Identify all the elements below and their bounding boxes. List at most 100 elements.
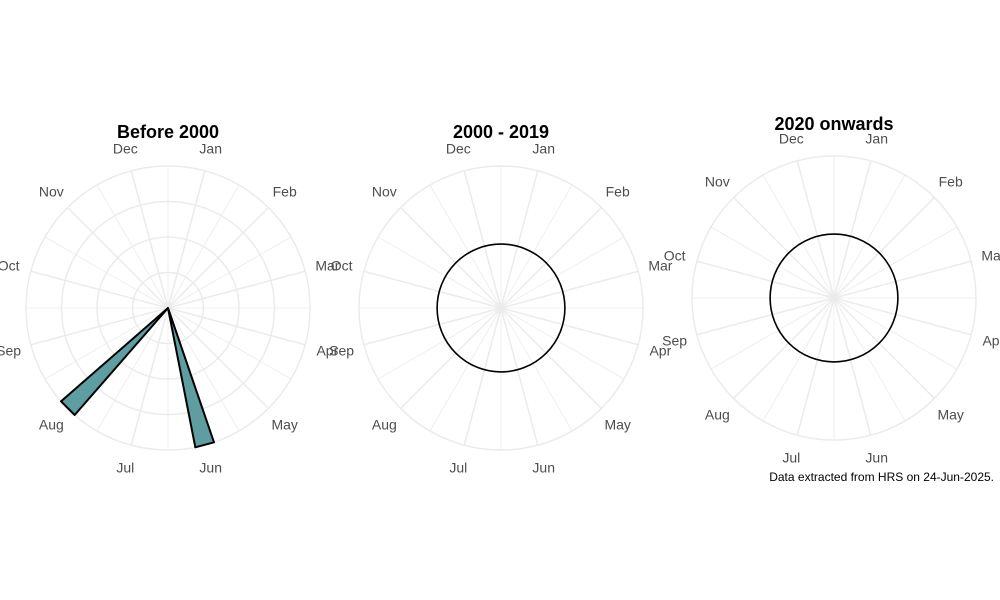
grid-spoke-minor (167, 184, 240, 309)
month-label-jul: Jul (449, 459, 467, 475)
grid-spoke-minor (377, 307, 502, 380)
month-label-nov: Nov (372, 183, 397, 199)
month-label-may: May (271, 417, 297, 433)
month-label-jul: Jul (116, 459, 134, 475)
grid-spoke-major (833, 297, 972, 336)
grid-spoke-minor (44, 236, 169, 309)
month-label-may: May (604, 417, 630, 433)
grid-spoke-major (463, 170, 502, 309)
bar-aug (59, 307, 169, 417)
caption: Data extracted from HRS on 24-Jun-2025. (769, 470, 994, 484)
grid-spoke-minor (377, 236, 502, 309)
month-label-may: May (937, 407, 963, 423)
grid-spoke-major (400, 307, 502, 409)
grid-spoke-major (833, 260, 972, 299)
month-label-aug: Aug (372, 417, 397, 433)
grid-spoke-minor (167, 307, 240, 432)
month-label-jul: Jul (782, 449, 800, 465)
month-label-dec: Dec (446, 141, 471, 157)
grid-spoke-major (363, 307, 502, 346)
month-label-mar: Mar (648, 257, 672, 273)
grid-spoke-minor (429, 184, 502, 309)
grid-spoke-minor (96, 184, 169, 309)
month-label-jan: Jan (532, 141, 555, 157)
month-label-dec: Dec (779, 131, 804, 147)
grid-spoke-major (500, 170, 539, 309)
month-label-aug: Aug (705, 407, 730, 423)
month-label-sep: Sep (0, 343, 21, 359)
grid-spoke-major (500, 270, 639, 309)
grid-spoke-minor (500, 236, 625, 309)
month-label-apr: Apr (649, 343, 671, 359)
grid-spoke-major (130, 170, 169, 309)
grid-spoke-minor (710, 297, 835, 370)
grid-spoke-major (167, 307, 269, 409)
grid-spoke-major (796, 297, 835, 436)
month-label-apr: Apr (316, 343, 338, 359)
grid-spoke-minor (167, 307, 292, 380)
month-label-sep: Sep (329, 343, 354, 359)
grid-spoke-major (833, 197, 935, 299)
grid-spoke-major (363, 270, 502, 309)
grid-spoke-major (733, 297, 835, 399)
grid-spoke-major (400, 207, 502, 309)
month-label-oct: Oct (0, 257, 20, 273)
grid-spoke-minor (500, 307, 573, 432)
month-label-feb: Feb (606, 183, 630, 199)
grid-spoke-minor (762, 174, 835, 299)
month-label-feb: Feb (273, 183, 297, 199)
month-label-jun: Jun (865, 449, 888, 465)
month-label-mar: Mar (981, 247, 1000, 263)
chart-title: 2000 - 2019 (453, 122, 549, 142)
grid-spoke-major (796, 160, 835, 299)
grid-spoke-major (167, 170, 206, 309)
month-label-oct: Oct (331, 257, 353, 273)
grid-spoke-minor (167, 236, 292, 309)
grid-spoke-major (30, 270, 169, 309)
grid-spoke-minor (96, 307, 169, 432)
month-label-feb: Feb (939, 173, 963, 189)
grid-spoke-major (696, 260, 835, 299)
month-label-jun: Jun (532, 459, 555, 475)
grid-spoke-minor (833, 226, 958, 299)
grid-spoke-major (67, 207, 169, 309)
grid-spoke-major (500, 307, 539, 446)
bar-jun (167, 307, 215, 449)
grid-spoke-major (696, 297, 835, 336)
month-label-apr: Apr (982, 333, 1000, 349)
grid-spoke-major (833, 297, 935, 399)
grid-spoke-major (500, 307, 602, 409)
grid-spoke-major (30, 307, 169, 346)
grid-spoke-minor (429, 307, 502, 432)
grid-spoke-minor (44, 307, 169, 380)
grid-spoke-major (833, 297, 872, 436)
grid-spoke-minor (500, 307, 625, 380)
grid-spoke-major (167, 307, 306, 346)
grid-spoke-minor (833, 297, 958, 370)
grid-spoke-major (500, 307, 639, 346)
grid-spoke-minor (500, 184, 573, 309)
chart-title: Before 2000 (117, 122, 219, 142)
month-label-sep: Sep (662, 333, 687, 349)
grid-spoke-minor (762, 297, 835, 422)
grid-spoke-major (463, 307, 502, 446)
month-label-jun: Jun (199, 459, 222, 475)
chart-title: 2020 onwards (774, 114, 893, 134)
grid-spoke-minor (710, 226, 835, 299)
month-label-dec: Dec (113, 141, 138, 157)
grid-spoke-minor (833, 174, 906, 299)
reference-circle (436, 243, 566, 373)
grid-spoke-major (500, 207, 602, 309)
month-label-jan: Jan (199, 141, 222, 157)
grid-spoke-major (167, 207, 269, 309)
month-label-oct: Oct (664, 247, 686, 263)
month-label-jan: Jan (865, 131, 888, 147)
grid-spoke-major (167, 270, 306, 309)
grid-spoke-major (733, 197, 835, 299)
grid-spoke-minor (833, 297, 906, 422)
month-label-nov: Nov (705, 173, 730, 189)
grid-spoke-major (833, 160, 872, 299)
